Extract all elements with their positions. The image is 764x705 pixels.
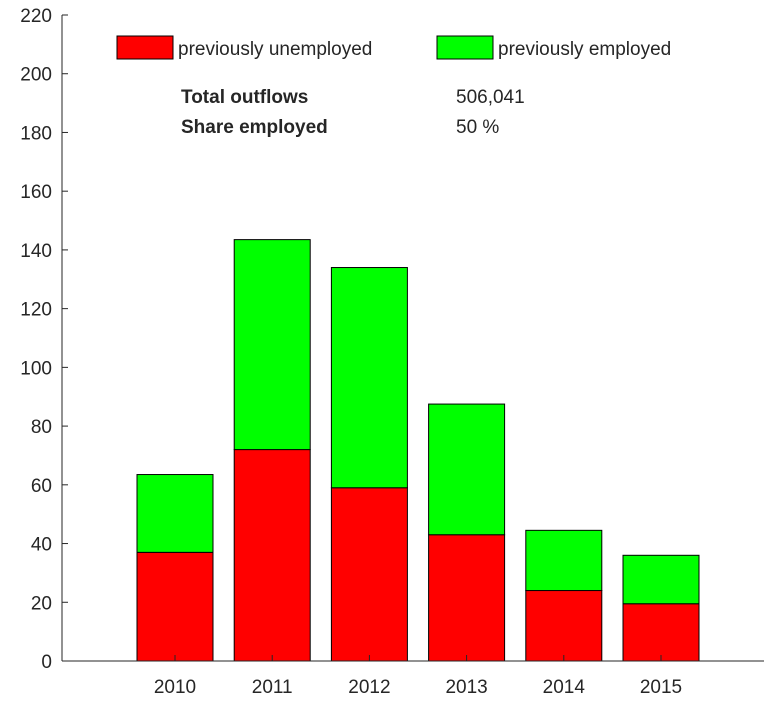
bar-2014-previously-employed bbox=[525, 529, 603, 592]
x-tick-label-2010: 2010 bbox=[154, 677, 196, 698]
y-tick-label-120: 120 bbox=[20, 300, 52, 321]
y-tick-label-80: 80 bbox=[31, 417, 52, 438]
bar-2013-previously-employed bbox=[428, 403, 506, 536]
bar-2010-previously-employed bbox=[136, 474, 214, 553]
share-employed-label: Share employed bbox=[181, 117, 328, 138]
x-tick-label-2012: 2012 bbox=[348, 677, 390, 698]
legend-label-previously-unemployed: previously unemployed bbox=[178, 39, 372, 60]
y-tick-label-160: 160 bbox=[20, 182, 52, 203]
annotations: Total outflows 506,041 Share employed 50… bbox=[181, 87, 525, 138]
bars-layer bbox=[136, 239, 700, 662]
x-tick-label-2011: 2011 bbox=[252, 677, 293, 698]
legend-swatch-previously-unemployed bbox=[116, 35, 174, 60]
y-tick-label-20: 20 bbox=[31, 593, 52, 614]
bar-2010-previously-unemployed bbox=[136, 551, 214, 662]
y-tick-label-180: 180 bbox=[20, 123, 52, 144]
y-ticks: 0 20 40 60 80 100 120 140 160 180 200 220 bbox=[20, 6, 68, 673]
x-ticks: 2010 2011 2012 2013 2014 2015 bbox=[154, 655, 682, 698]
y-tick-label-60: 60 bbox=[31, 476, 52, 497]
y-tick-label-100: 100 bbox=[20, 358, 52, 379]
legend-label-previously-employed: previously employed bbox=[498, 39, 671, 60]
y-tick-label-40: 40 bbox=[31, 535, 52, 556]
legend-swatch-previously-employed bbox=[436, 35, 494, 60]
y-tick-label-200: 200 bbox=[20, 65, 52, 86]
bar-2015-previously-unemployed bbox=[622, 603, 700, 662]
y-tick-label-140: 140 bbox=[20, 241, 52, 262]
x-tick-label-2013: 2013 bbox=[445, 677, 487, 698]
x-tick-label-2014: 2014 bbox=[543, 677, 586, 698]
axes-layer bbox=[61, 15, 764, 662]
bar-2011-previously-unemployed bbox=[233, 449, 311, 662]
y-tick-label-220: 220 bbox=[20, 6, 52, 27]
y-tick-label-0: 0 bbox=[41, 652, 52, 673]
bar-2013-previously-unemployed bbox=[428, 534, 506, 662]
bar-2011-previously-employed bbox=[233, 239, 311, 451]
bar-2012-previously-employed bbox=[330, 267, 408, 489]
legend: previously unemployed previously employe… bbox=[116, 35, 671, 60]
x-tick-label-2015: 2015 bbox=[640, 677, 682, 698]
bar-2012-previously-unemployed bbox=[330, 487, 408, 662]
bar-2015-previously-employed bbox=[622, 554, 700, 605]
share-employed-value: 50 % bbox=[456, 117, 499, 138]
total-outflows-value: 506,041 bbox=[456, 87, 525, 108]
bar-2014-previously-unemployed bbox=[525, 590, 603, 662]
total-outflows-label: Total outflows bbox=[181, 87, 308, 108]
